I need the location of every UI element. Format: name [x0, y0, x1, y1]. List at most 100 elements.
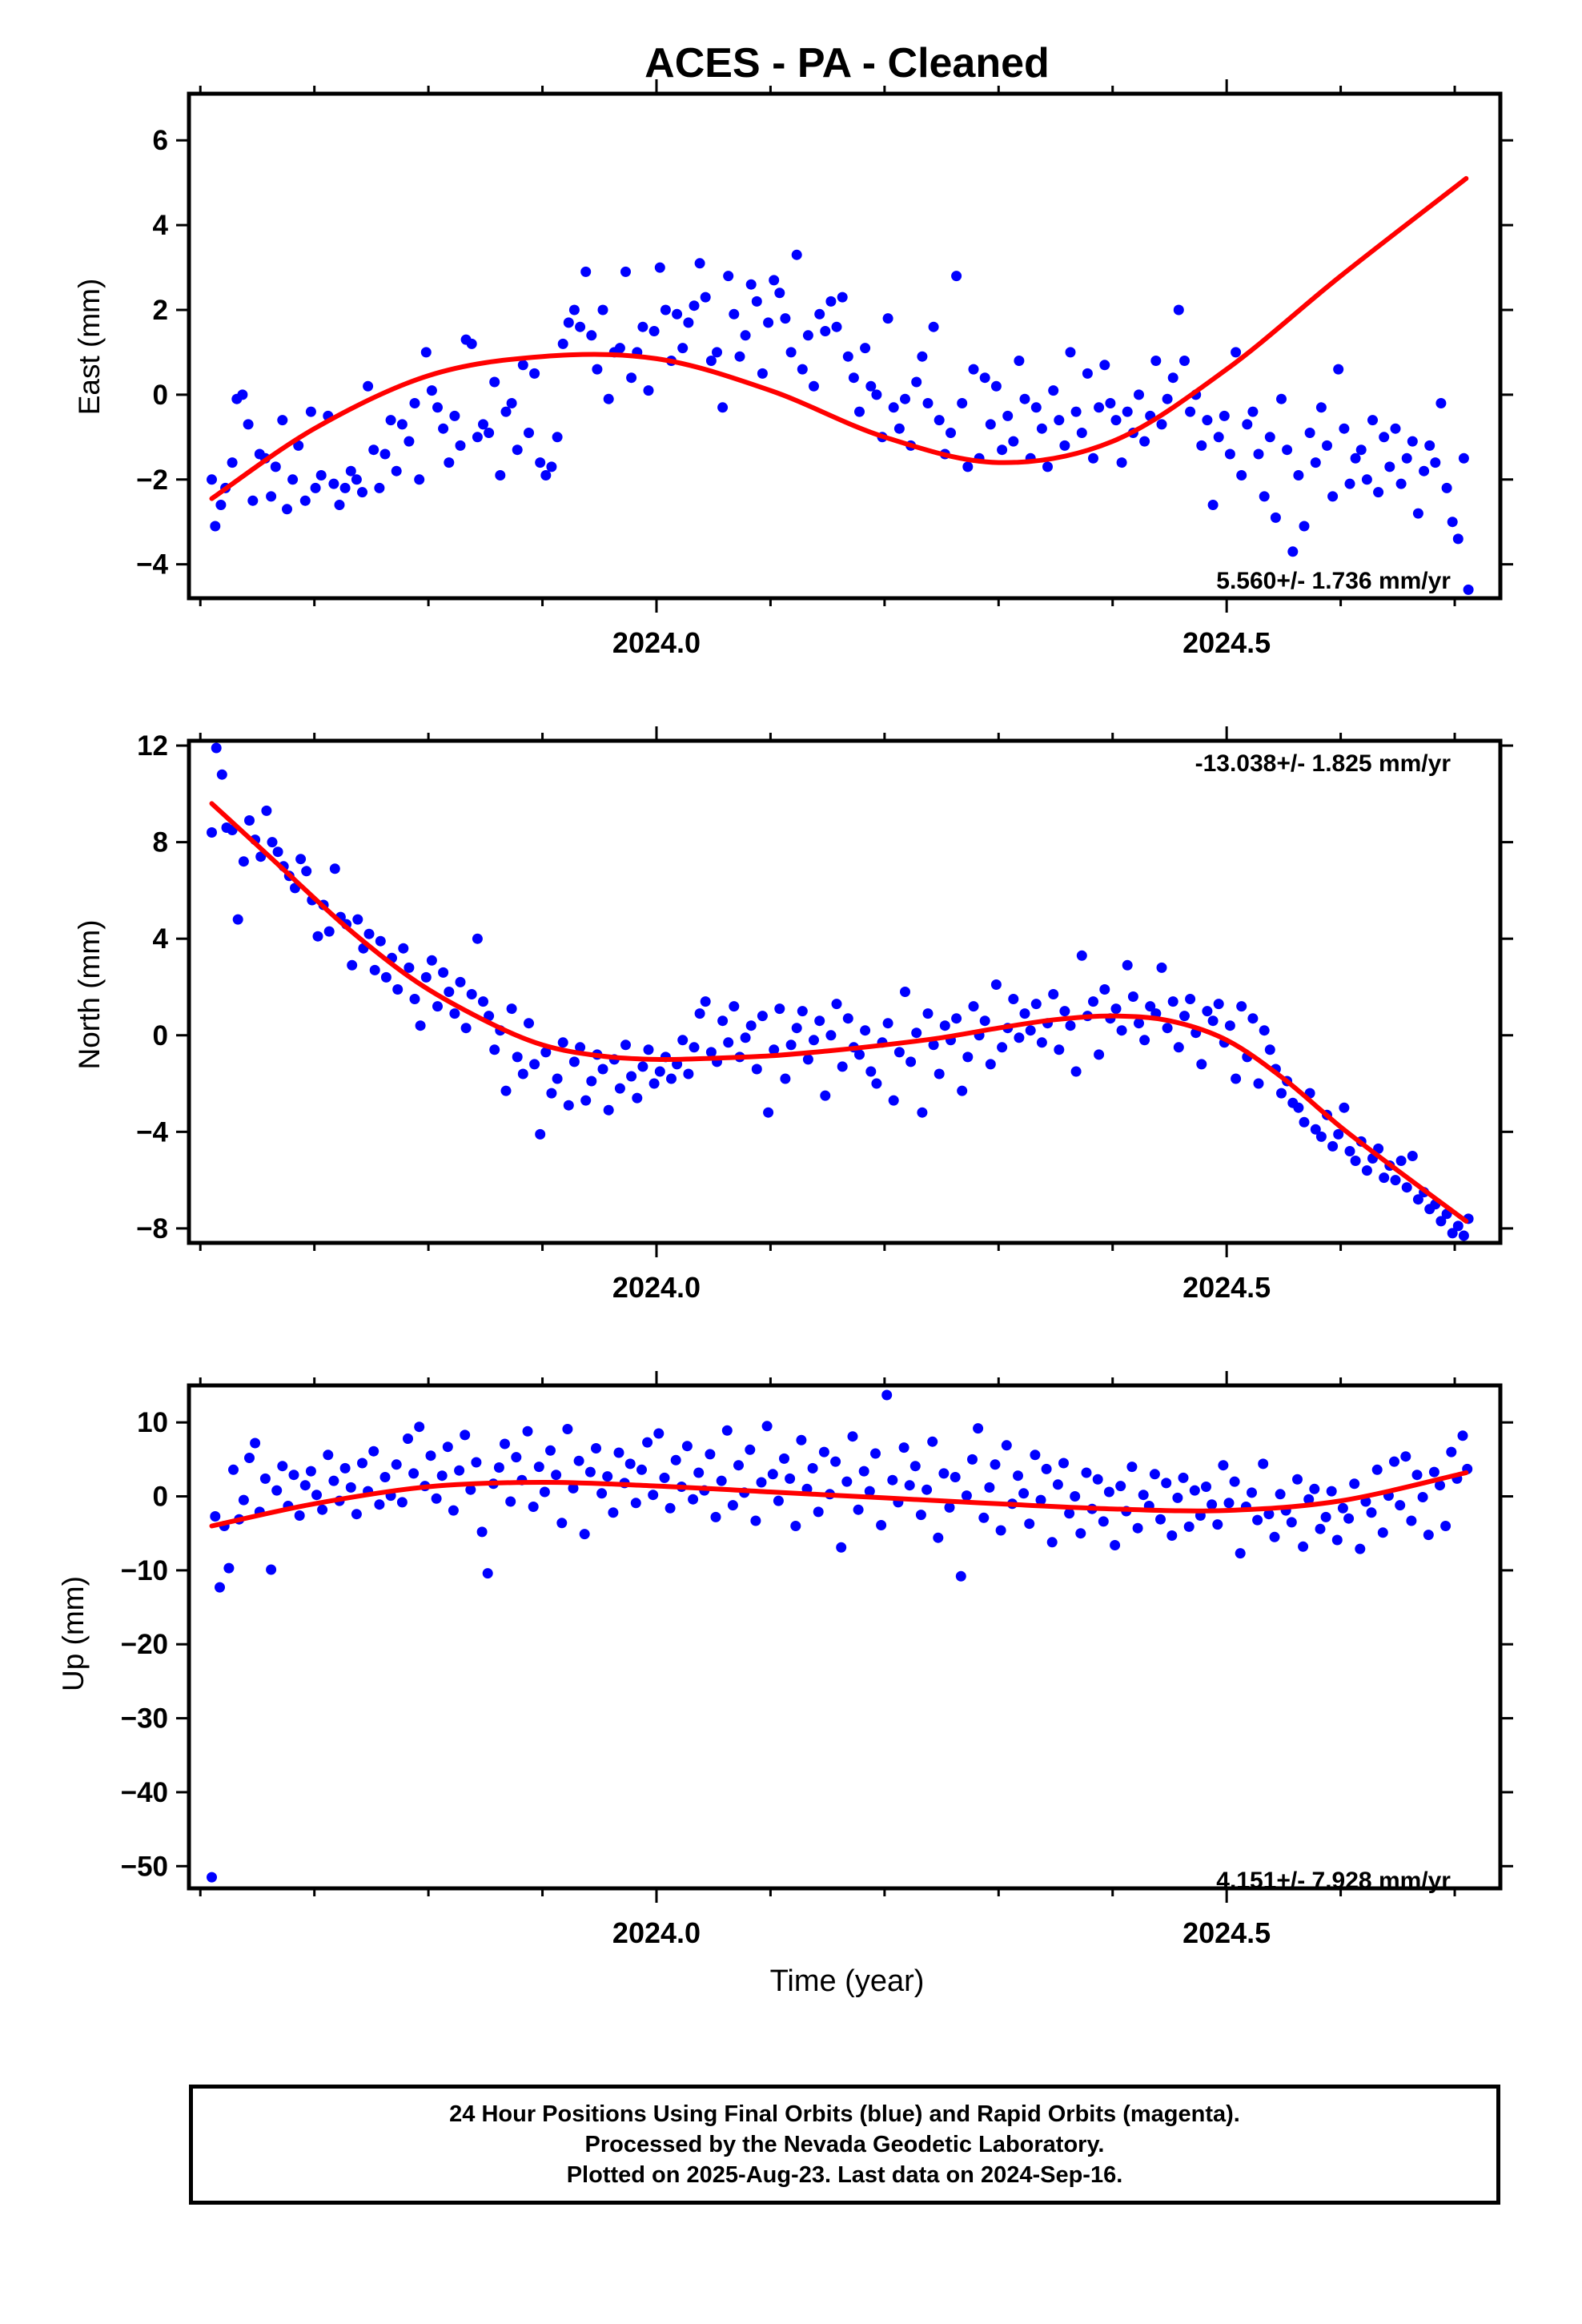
east-data-point [1452, 533, 1464, 545]
north-data-point [683, 1068, 694, 1080]
east-data-point [351, 474, 362, 485]
east-data-point [586, 330, 597, 341]
up-data-point [796, 1434, 807, 1445]
north-fit-curve [209, 801, 1469, 1224]
north-data-point [1156, 962, 1167, 973]
north-data-point [774, 1003, 785, 1015]
east-data-point [227, 457, 238, 468]
north-data-point [432, 1001, 443, 1012]
north-data-point [729, 1001, 740, 1012]
north-data-point [689, 1042, 700, 1053]
north-data-point [426, 955, 437, 966]
up-data-point [339, 1462, 351, 1474]
up-data-point [670, 1454, 681, 1466]
north-data-point [928, 1039, 939, 1051]
up-data-point [1207, 1499, 1218, 1510]
east-data-point [928, 321, 939, 332]
up-ytick-label: −40 [121, 1777, 168, 1808]
up-data-point [727, 1500, 738, 1511]
north-xtick-label: 2024.0 [612, 1271, 701, 1304]
east-data-point [243, 419, 254, 430]
east-data-point [1350, 452, 1361, 464]
north-data-point [1179, 1011, 1190, 1022]
north-data-point [1076, 950, 1087, 961]
north-data-point [524, 1018, 534, 1029]
east-data-point [951, 271, 962, 282]
north-data-point [546, 1088, 557, 1099]
north-data-point [1236, 1001, 1247, 1012]
up-data-point [1041, 1463, 1052, 1474]
up-data-point [716, 1475, 727, 1486]
up-data-point [568, 1482, 579, 1494]
north-data-point [415, 1020, 426, 1031]
north-data-point [1231, 1073, 1242, 1084]
chart-title: ACES - PA - Cleaned [644, 40, 1050, 86]
up-data-point [836, 1542, 847, 1553]
up-data-point [756, 1477, 767, 1488]
north-data-point [238, 856, 249, 867]
up-data-point [705, 1449, 716, 1460]
east-data-point [444, 457, 455, 468]
east-data-point [1167, 372, 1178, 384]
up-data-point [761, 1421, 773, 1432]
east-data-point [820, 326, 831, 336]
north-data-point [529, 1059, 540, 1070]
up-data-point [1247, 1487, 1257, 1498]
east-data-point [1384, 461, 1395, 472]
east-data-point [705, 356, 717, 366]
up-data-point [1263, 1509, 1275, 1520]
up-data-point [847, 1431, 858, 1442]
north-data-point [1452, 1220, 1464, 1232]
east-ytick-label: 4 [153, 210, 169, 241]
east-ytick-label: 0 [153, 380, 168, 411]
up-data-point [909, 1461, 921, 1472]
east-data-point [997, 444, 1008, 456]
east-data-point [1065, 347, 1076, 358]
north-data-point [905, 1056, 917, 1068]
east-data-point [802, 330, 813, 341]
up-data-point [1110, 1540, 1121, 1550]
east-data-point [345, 465, 356, 476]
east-data-point [712, 347, 722, 358]
north-data-point [1315, 1131, 1327, 1142]
up-data-point [1292, 1474, 1303, 1485]
east-data-point [529, 368, 540, 379]
up-data-point [1446, 1446, 1457, 1458]
up-data-point [898, 1442, 909, 1454]
up-data-point [448, 1505, 459, 1516]
up-data-point [1355, 1543, 1366, 1554]
north-data-point [1088, 996, 1098, 1007]
up-rate-label: 4.151+/- 7.928 mm/yr [1216, 1868, 1451, 1894]
up-data-point [1395, 1500, 1406, 1511]
east-data-point [385, 415, 396, 426]
north-data-point [985, 1059, 996, 1070]
north-data-point [911, 1027, 922, 1039]
east-data-point [1333, 364, 1344, 375]
east-data-point [287, 474, 299, 485]
up-data-point [1052, 1479, 1063, 1490]
north-data-point [540, 1047, 552, 1058]
up-ytick-label: 10 [137, 1407, 168, 1438]
east-data-point [882, 313, 893, 324]
north-data-point [409, 994, 420, 1004]
north-data-point [420, 971, 432, 983]
footer-line-1: 24 Hour Positions Using Final Orbits (bl… [449, 2101, 1240, 2127]
up-data-point [818, 1446, 829, 1458]
north-data-point [1110, 1003, 1122, 1015]
up-data-point [391, 1459, 402, 1470]
east-data-point [368, 444, 379, 456]
north-data-point [957, 1085, 968, 1096]
east-data-point [1310, 457, 1321, 468]
east-data-point [1076, 428, 1087, 438]
up-data-point [1320, 1511, 1331, 1522]
up-data-point [1132, 1522, 1143, 1534]
north-frame [187, 738, 1503, 1245]
up-data-point [425, 1450, 436, 1462]
north-data-point [1036, 1037, 1047, 1048]
north-data-point [517, 1068, 528, 1080]
east-data-point [854, 406, 865, 417]
north-data-point [1310, 1124, 1321, 1135]
east-data-point [466, 338, 477, 349]
east-data-point [1419, 465, 1430, 476]
east-data-point [689, 300, 700, 312]
